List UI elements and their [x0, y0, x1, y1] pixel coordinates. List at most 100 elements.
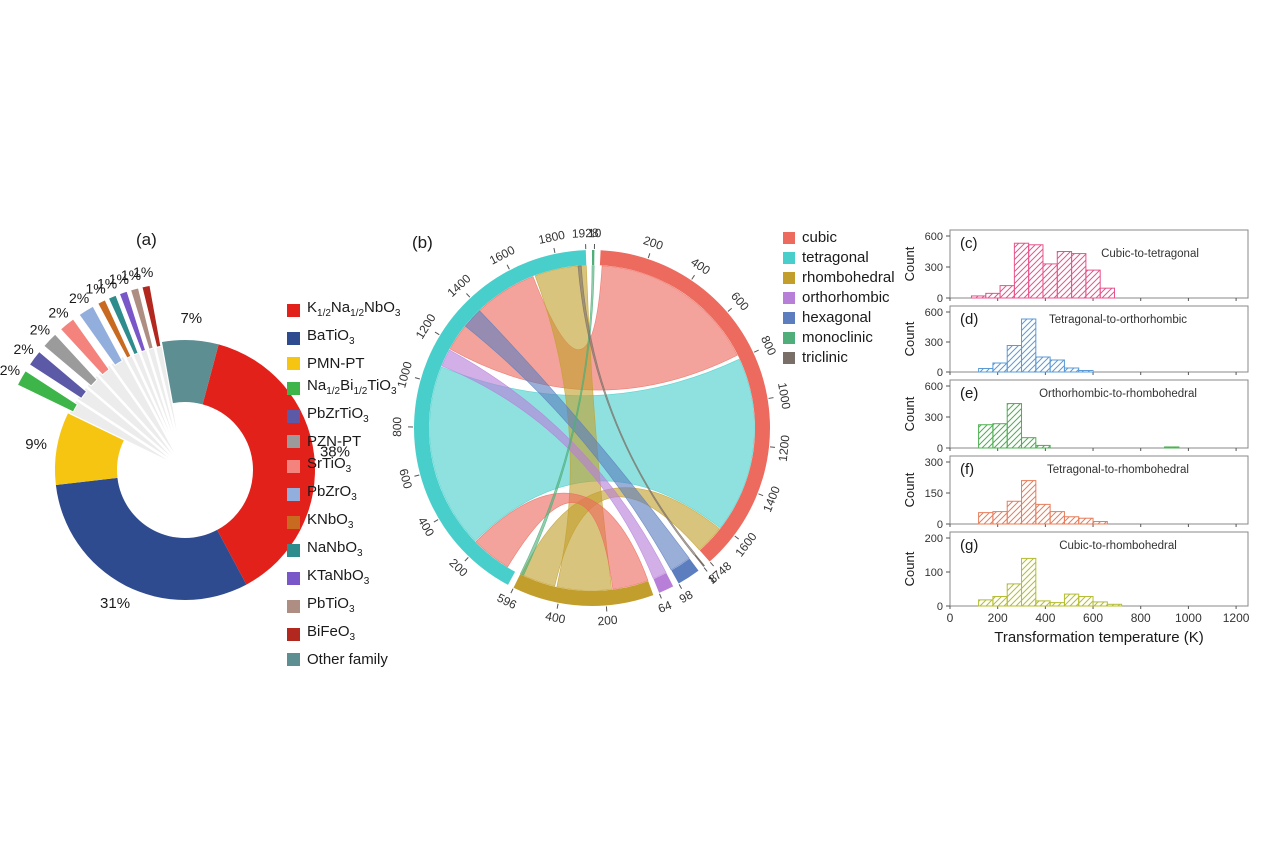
- chord-tick-label: 1000: [394, 360, 415, 390]
- hist-bar[interactable]: [1071, 253, 1087, 299]
- hist-bar[interactable]: [1035, 503, 1051, 525]
- hist-bar[interactable]: [1021, 480, 1037, 525]
- donut-slice[interactable]: [59, 318, 110, 376]
- chord-arc-cubic[interactable]: [599, 250, 770, 562]
- hist-bar[interactable]: [1035, 444, 1051, 449]
- hist-bar[interactable]: [1042, 263, 1058, 299]
- hist-bar[interactable]: [1006, 500, 1023, 525]
- hist-bar[interactable]: [985, 292, 1001, 299]
- legend-item[interactable]: SrTiO3: [287, 455, 400, 478]
- hist-bar[interactable]: [1099, 287, 1115, 299]
- legend-item[interactable]: tetragonal: [783, 249, 895, 266]
- chord-arc-tetragonal[interactable]: [413, 250, 587, 585]
- hist-bar[interactable]: [1063, 516, 1080, 525]
- hist-bar[interactable]: [999, 285, 1015, 299]
- legend-item[interactable]: Na1/2Bi1/2TiO3: [287, 377, 400, 400]
- chord-arc-monoclinic[interactable]: [592, 250, 595, 266]
- chord-arc-rhombohedral[interactable]: [513, 574, 654, 606]
- donut-slice[interactable]: [54, 413, 124, 485]
- hist-bar[interactable]: [1049, 602, 1065, 607]
- donut-slice[interactable]: [78, 305, 123, 366]
- hist-bar[interactable]: [992, 511, 1008, 525]
- x-tick-label: 600: [1083, 611, 1103, 625]
- donut-slice[interactable]: [202, 344, 316, 585]
- hist-bar[interactable]: [1049, 359, 1065, 373]
- chord-arc-orthorhombic[interactable]: [653, 573, 674, 593]
- hist-bar[interactable]: [992, 595, 1008, 607]
- hist-bar[interactable]: [1006, 345, 1023, 373]
- hist-bar[interactable]: [1106, 603, 1123, 607]
- legend-swatch: [783, 311, 795, 324]
- legend-item[interactable]: KNbO3: [287, 511, 400, 534]
- y-tick-label: 0: [937, 293, 943, 305]
- hist-bar[interactable]: [1078, 517, 1094, 525]
- chord-ribbon-monoclinic-rhombohedral[interactable]: [519, 265, 595, 576]
- legend-item[interactable]: PMN-PT: [287, 355, 400, 372]
- donut-slice[interactable]: [97, 299, 132, 359]
- hist-bar[interactable]: [992, 362, 1008, 373]
- legend-item[interactable]: hexagonal: [783, 309, 895, 326]
- chord-tick-label: 1200: [413, 311, 439, 341]
- donut-slice[interactable]: [107, 294, 139, 356]
- donut-slice[interactable]: [129, 287, 154, 350]
- hist-bar[interactable]: [1035, 600, 1051, 607]
- hist-bar[interactable]: [978, 424, 994, 449]
- legend-item[interactable]: BaTiO3: [287, 327, 400, 350]
- hist-bar[interactable]: [1049, 511, 1065, 525]
- hist-bar[interactable]: [1013, 242, 1030, 299]
- hist-bar[interactable]: [970, 295, 987, 299]
- hist-bar[interactable]: [1021, 437, 1037, 449]
- hist-bar[interactable]: [1164, 446, 1180, 449]
- hist-bar[interactable]: [1006, 403, 1023, 449]
- chord-arc-hexagonal[interactable]: [671, 558, 699, 584]
- donut-slice[interactable]: [43, 333, 98, 387]
- hist-bar[interactable]: [1028, 244, 1044, 299]
- legend-item[interactable]: PbTiO3: [287, 595, 400, 618]
- legend-item[interactable]: PbZrO3: [287, 483, 400, 506]
- hist-bar[interactable]: [1021, 318, 1037, 373]
- hist-bar[interactable]: [978, 368, 994, 373]
- chord-ribbon-tetragonal-rhombohedral[interactable]: [475, 492, 649, 590]
- legend-item[interactable]: PZN-PT: [287, 433, 400, 450]
- donut-slice[interactable]: [28, 350, 88, 400]
- hist-bar[interactable]: [1006, 583, 1023, 607]
- chord-ribbon-hexagonal-tetragonal[interactable]: [464, 310, 690, 571]
- legend-item[interactable]: orthorhombic: [783, 289, 895, 306]
- chord-legend: cubic tetragonal rhombohedral orthorhombic h…: [783, 229, 895, 366]
- hist-bar[interactable]: [978, 512, 994, 525]
- legend-item[interactable]: K1/2Na1/2NbO3: [287, 299, 400, 322]
- hist-bar[interactable]: [1092, 521, 1108, 525]
- legend-item[interactable]: NaNbO3: [287, 539, 400, 562]
- hist-bar[interactable]: [1056, 251, 1073, 299]
- chord-ribbon-orthorhombic-tetragonal[interactable]: [441, 349, 667, 579]
- chord-diagram: 1020040060080010001200140016001748898642…: [390, 226, 793, 629]
- chord-arc-triclinic[interactable]: [694, 554, 705, 567]
- legend-item[interactable]: Other family: [287, 651, 400, 668]
- donut-slice[interactable]: [55, 477, 247, 600]
- hist-bar[interactable]: [1035, 356, 1051, 373]
- legend-item[interactable]: BiFeO3: [287, 623, 400, 646]
- legend-item[interactable]: triclinic: [783, 349, 895, 366]
- chord-tick: [769, 446, 776, 448]
- panel-title: Cubic-to-rhombohedral: [1059, 540, 1177, 552]
- hist-bar[interactable]: [978, 599, 994, 607]
- hist-bar[interactable]: [992, 423, 1008, 449]
- hist-bar[interactable]: [1078, 370, 1094, 373]
- chord-ribbon-triclinic-tetragonal[interactable]: [577, 265, 696, 556]
- legend-item[interactable]: cubic: [783, 229, 895, 246]
- hist-bar[interactable]: [1063, 593, 1080, 607]
- legend-item[interactable]: PbZrTiO3: [287, 405, 400, 428]
- hist-bar[interactable]: [1063, 367, 1080, 373]
- hist-bar[interactable]: [1092, 601, 1108, 607]
- donut-slice[interactable]: [118, 290, 147, 353]
- legend-item[interactable]: rhombohedral: [783, 269, 895, 286]
- hist-bar[interactable]: [1021, 557, 1037, 607]
- legend-item[interactable]: KTaNbO3: [287, 567, 400, 590]
- hist-bar[interactable]: [1078, 595, 1094, 607]
- hist-bar[interactable]: [1085, 269, 1101, 299]
- panel-frame: [949, 379, 1249, 449]
- legend-item[interactable]: monoclinic: [783, 329, 895, 346]
- donut-slice[interactable]: [161, 340, 219, 405]
- donut-slice[interactable]: [16, 370, 79, 413]
- donut-slice[interactable]: [141, 284, 162, 348]
